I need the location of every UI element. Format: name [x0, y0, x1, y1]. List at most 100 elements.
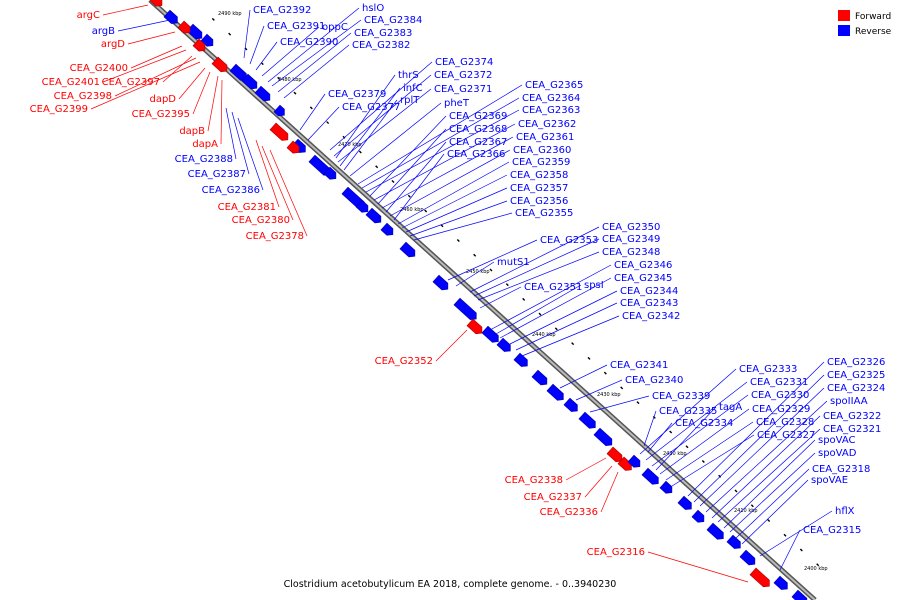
leader-line	[178, 67, 206, 100]
gene-label-rplt: rplT	[400, 95, 420, 106]
leader-line	[575, 379, 623, 401]
minor-tick	[277, 76, 281, 80]
gene-label-cea-g2390: CEA_G2390	[280, 37, 338, 48]
minor-tick	[489, 268, 493, 272]
leader-line	[729, 452, 816, 533]
tick-label: 2420 kbp	[663, 451, 687, 457]
gene-label-spovae: spoVAE	[811, 475, 848, 486]
leader-line	[369, 115, 447, 197]
minor-tick	[669, 430, 673, 434]
minor-tick	[750, 504, 754, 508]
gene-label-cea-g2344: CEA_G2344	[620, 286, 678, 297]
leader-line	[687, 361, 825, 497]
gene-label-cea-g2382: CEA_G2382	[352, 40, 410, 51]
leader-line	[329, 61, 433, 151]
gene-label-cea-g2372: CEA_G2372	[434, 70, 492, 81]
gene-label-cea-g2398: CEA_G2398	[54, 91, 112, 102]
leader-line	[455, 261, 495, 287]
gene-label-cea-g2387: CEA_G2387	[188, 169, 246, 180]
gene-label-cea-g2321: CEA_G2321	[823, 424, 881, 435]
minor-tick	[228, 32, 232, 36]
leader-line	[559, 364, 608, 389]
leader-line	[207, 75, 219, 132]
reverse-gene-block	[496, 337, 511, 352]
gene-label-cea-g2335: CEA_G2335	[659, 406, 717, 417]
reverse-gene-block	[739, 549, 756, 566]
reverse-gene-block	[163, 9, 178, 24]
gene-label-hflx: hflX	[835, 506, 855, 517]
gene-label-cea-g2337: CEA_G2337	[524, 492, 582, 503]
gene-label-cea-g2368: CEA_G2368	[449, 124, 507, 135]
leader-line	[271, 19, 362, 87]
leader-line	[735, 468, 810, 539]
legend-forward-swatch	[838, 10, 850, 21]
leader-line	[489, 264, 612, 331]
tick-label: 2400 kbp	[804, 566, 828, 572]
gene-label-cea-g2353: CEA_G2353	[540, 235, 598, 246]
gene-label-cea-g2360: CEA_G2360	[513, 145, 571, 156]
gene-label-cea-g2391: CEA_G2391	[267, 21, 325, 32]
map-caption: Clostridium acetobutylicum EA 2018, comp…	[284, 579, 617, 590]
gene-label-taga: tagA	[719, 402, 742, 413]
leader-line	[192, 71, 211, 115]
reverse-gene-block	[355, 199, 369, 213]
minor-tick	[783, 533, 787, 537]
leader-line	[337, 88, 432, 163]
gene-label-dapa: dapA	[192, 139, 218, 150]
gene-label-cea-g2400: CEA_G2400	[70, 63, 128, 74]
gene-label-cea-g2357: CEA_G2357	[510, 183, 568, 194]
gene-label-spsi: spsI	[584, 280, 604, 291]
minor-tick	[799, 548, 803, 552]
gene-label-cea-g2361: CEA_G2361	[516, 132, 574, 143]
gene-label-cea-g2395: CEA_G2395	[132, 109, 190, 120]
minor-tick	[603, 371, 607, 375]
reverse-gene-block	[578, 411, 596, 429]
leader-line	[759, 510, 833, 557]
gene-label-cea-g2377: CEA_G2377	[342, 102, 400, 113]
gene-label-phet: pheT	[444, 98, 470, 109]
leader-line	[413, 212, 513, 241]
forward-gene-block	[149, 0, 163, 7]
gene-label-cea-g2339: CEA_G2339	[652, 391, 710, 402]
gene-label-cea-g2316: CEA_G2316	[587, 547, 645, 558]
forward-gene-block	[192, 38, 206, 52]
gene-label-spovac: spoVAC	[818, 435, 856, 446]
gene-label-cea-g2388: CEA_G2388	[175, 154, 233, 165]
legend-forward-label: Forward	[855, 12, 891, 22]
gene-label-cea-g2367: CEA_G2367	[449, 137, 507, 148]
gene-label-cea-g2362: CEA_G2362	[518, 119, 576, 130]
leader-line	[659, 408, 750, 475]
gene-label-cea-g2392: CEA_G2392	[253, 5, 311, 16]
minor-tick	[554, 327, 558, 331]
leader-line	[381, 136, 514, 209]
reverse-gene-block	[365, 207, 382, 224]
minor-tick	[816, 563, 820, 567]
leader-line	[389, 149, 511, 217]
tick-label: 2470 kbp	[338, 142, 362, 148]
reverse-gene-block	[726, 534, 741, 549]
leader-line	[117, 19, 171, 32]
leader-line	[114, 57, 197, 97]
leader-line	[479, 286, 522, 309]
leader-line	[647, 551, 749, 583]
minor-tick	[473, 253, 477, 257]
tick-label: 2490 kbp	[218, 11, 242, 17]
minor-tick	[701, 460, 705, 464]
gene-label-cea-g2336: CEA_G2336	[540, 507, 598, 518]
leader-line	[385, 141, 447, 213]
gene-label-cea-g2369: CEA_G2369	[449, 111, 507, 122]
leader-line	[665, 421, 754, 481]
leader-line	[645, 381, 748, 461]
reverse-gene-block	[453, 297, 477, 320]
reverse-gene-block	[791, 589, 808, 600]
gene-label-cea-g2322: CEA_G2322	[823, 411, 881, 422]
gene-label-cea-g2343: CEA_G2343	[620, 298, 678, 309]
forward-gene-block	[749, 567, 770, 588]
gene-label-cea-g2363: CEA_G2363	[522, 105, 580, 116]
gene-label-muts1: mutS1	[497, 257, 530, 268]
tick-label: 2480 kbp	[278, 77, 302, 83]
forward-gene-block	[286, 140, 300, 154]
reverse-gene-block	[706, 522, 724, 540]
gene-label-cea-g2340: CEA_G2340	[625, 375, 683, 386]
gene-label-cea-g2401: CEA_G2401	[42, 77, 100, 88]
